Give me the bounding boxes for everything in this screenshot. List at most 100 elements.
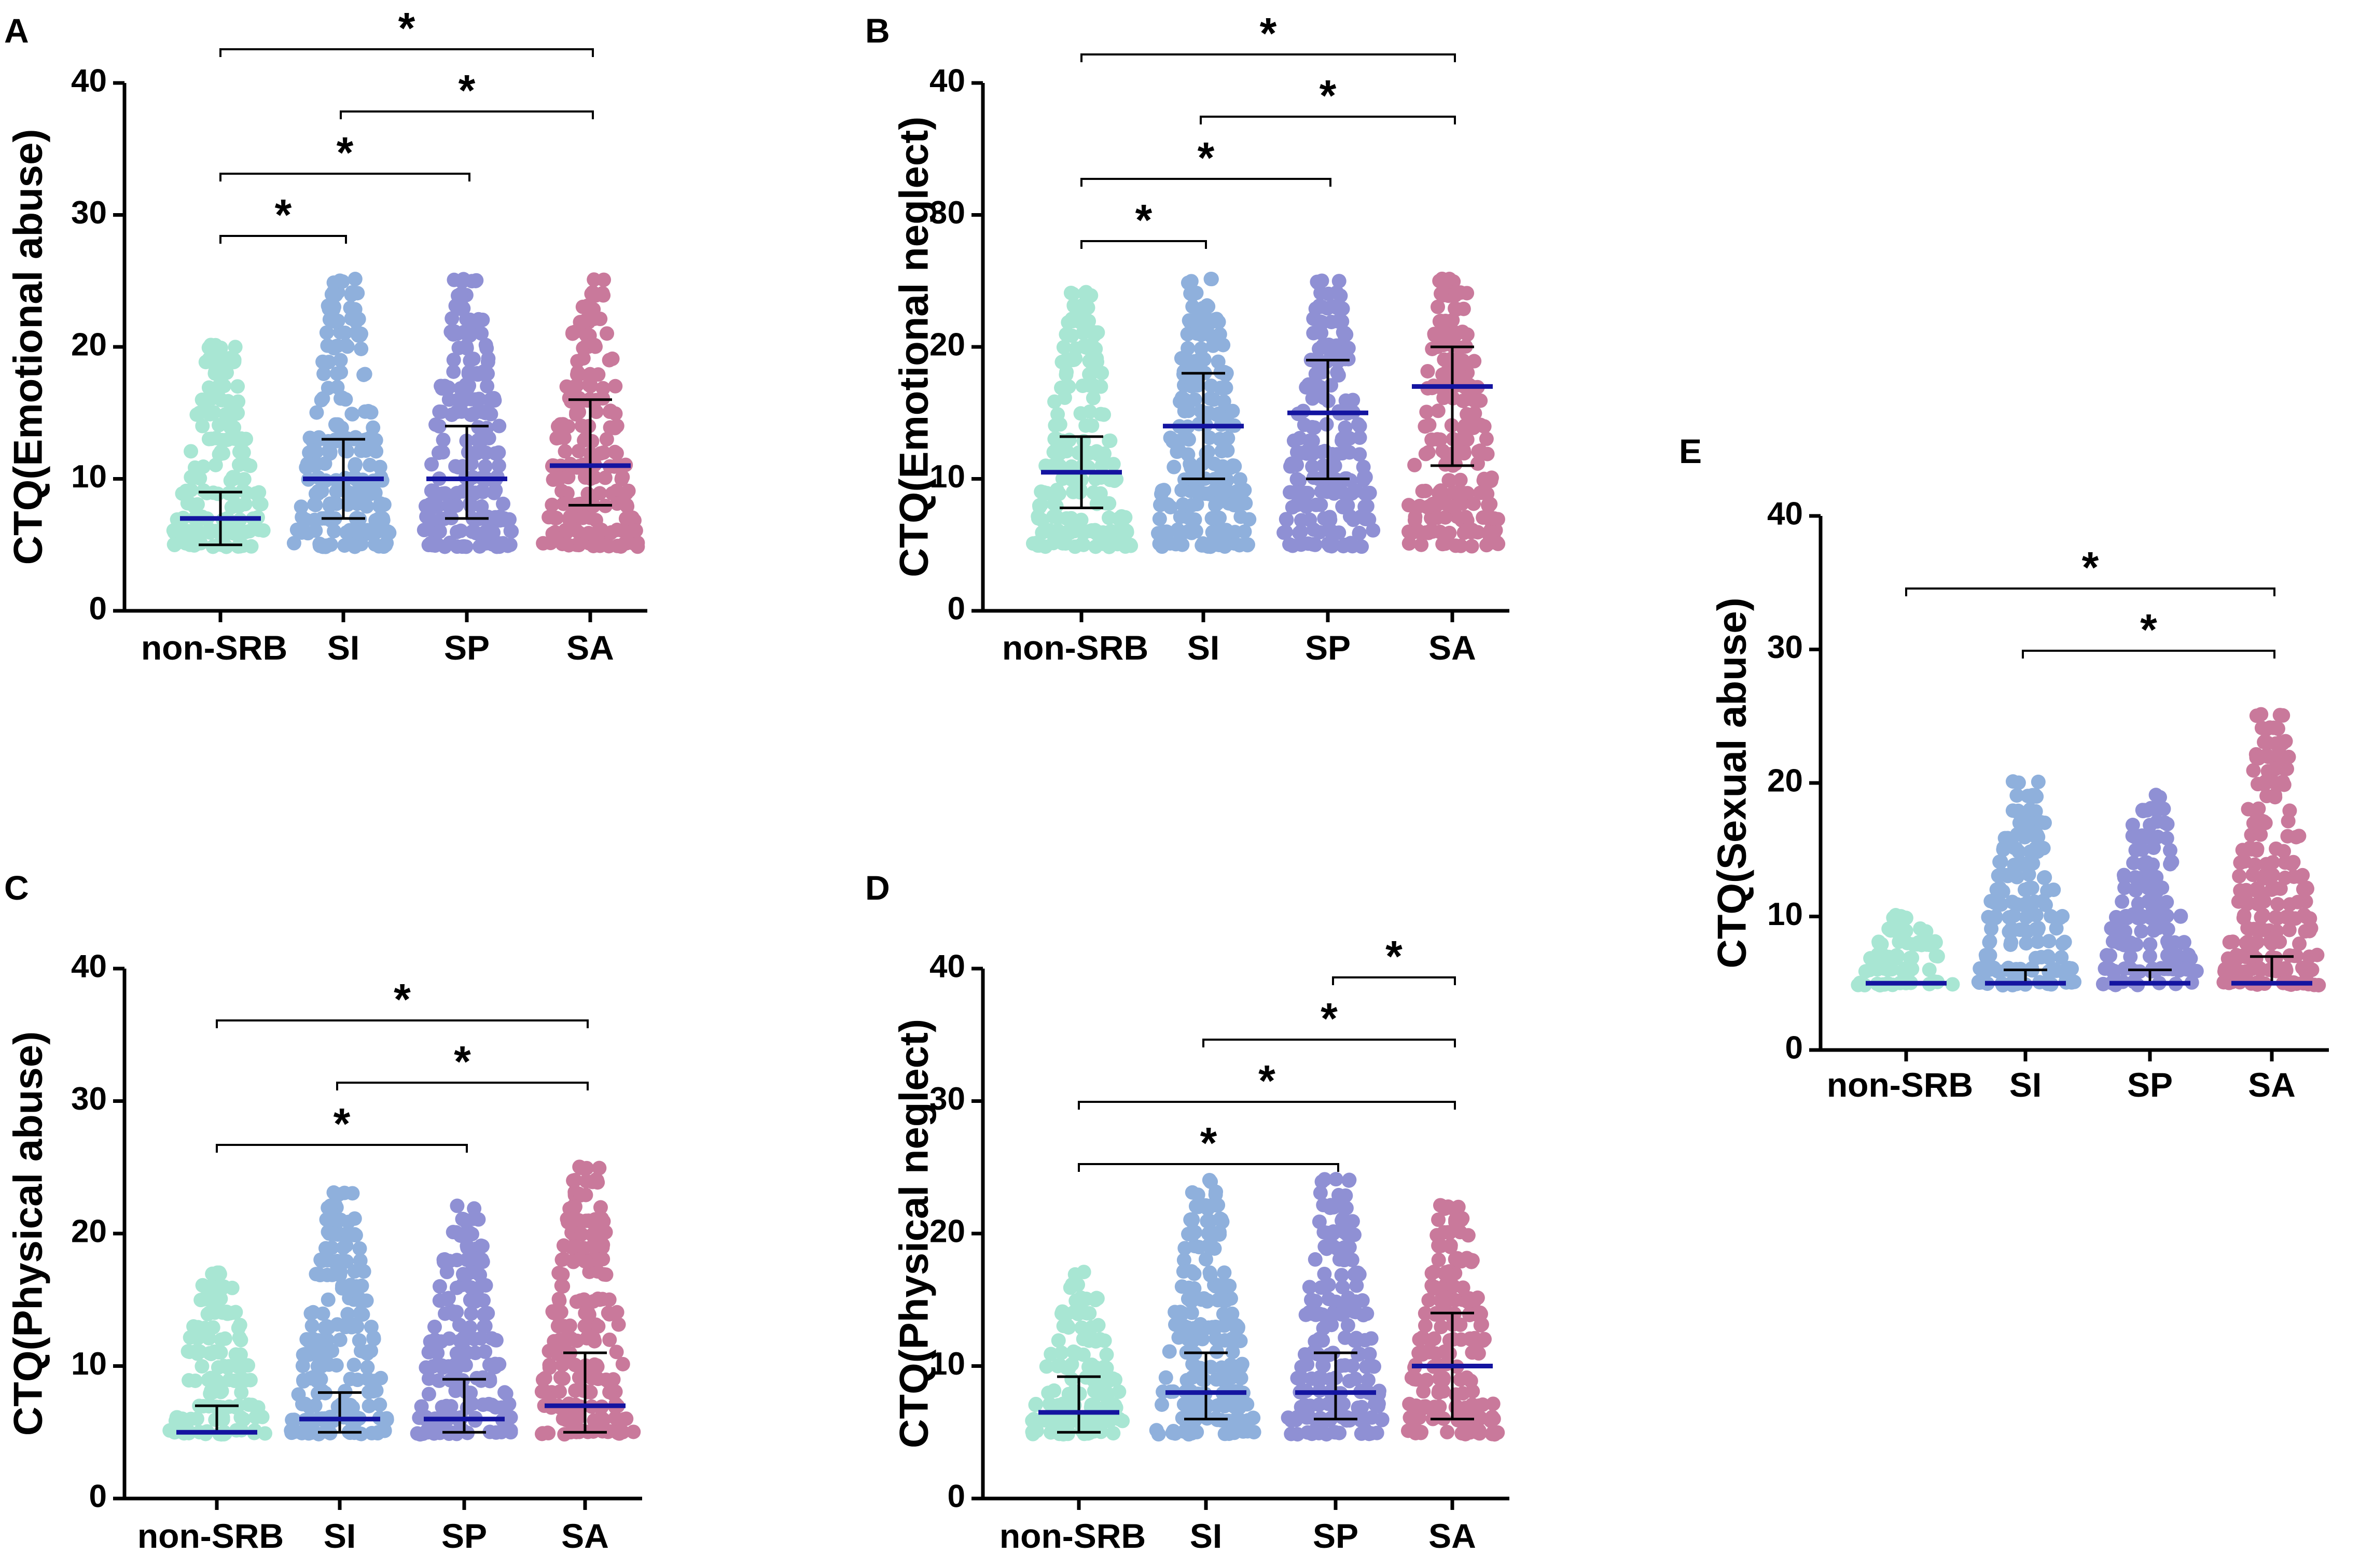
chart-panel-B: B CTQ(Emotional neglect) 0 10 20 30 40 non-SRB S… [865,9,1509,667]
data-point [574,1227,589,1242]
data-point [218,407,233,422]
data-point [1470,456,1486,471]
data-point [1200,1293,1215,1308]
y-tick-label: 20 [929,1213,965,1249]
data-point [1321,286,1336,301]
data-point [1423,1345,1438,1360]
data-point [481,351,496,366]
data-point [1461,391,1476,406]
data-point [475,1254,490,1269]
data-point [1450,1410,1465,1425]
data-point [330,1265,345,1280]
data-point [421,1371,436,1386]
data-point [1284,1426,1299,1441]
data-point [353,1253,368,1268]
y-tick-label: 20 [71,1213,107,1249]
y-tick-label: 20 [929,327,965,362]
data-point [373,496,388,511]
data-point [355,1294,370,1309]
data-point [2288,830,2303,845]
data-point [2143,937,2158,952]
data-point [230,539,245,554]
data-point [314,393,329,408]
data-point [1427,1331,1442,1346]
data-point [1401,498,1417,513]
data-point [1328,1172,1343,1187]
data-point [340,1307,355,1322]
data-point [437,511,452,526]
data-point [1103,472,1118,487]
data-point [552,430,567,445]
data-point [2251,922,2266,937]
data-point [1184,1213,1199,1228]
data-point [584,1360,599,1375]
x-tick-label: SA [566,628,614,667]
data-point [1324,314,1339,329]
data-point [289,522,304,537]
data-point [1076,526,1091,541]
error-bar-SP [442,1378,486,1434]
data-point [2302,949,2317,964]
data-point [605,351,620,366]
data-point [1180,327,1195,342]
data-point [457,539,472,554]
data-point [596,1267,612,1282]
data-point [470,433,485,448]
panel-letter: E [1679,432,1702,470]
data-point [1049,482,1064,497]
data-point [1050,523,1065,538]
significance-bracket: * [1080,133,1331,187]
data-point [1445,338,1460,353]
data-point [1473,443,1488,458]
data-point [1240,1397,1255,1412]
significance-bracket: * [1080,195,1207,249]
data-point [1182,313,1197,328]
data-point [379,1411,394,1426]
data-point [2031,774,2046,789]
data-point [1084,366,1099,381]
data-point [2259,789,2274,804]
data-point [2217,964,2232,979]
data-point [461,1241,476,1256]
data-point [228,340,243,355]
data-point [502,512,517,527]
y-tick-label: 40 [1767,496,1803,531]
data-point [463,1320,478,1335]
chart-panel-D: D CTQ(Physical neglect) 0 10 20 30 40 non-SRB SI… [865,869,1509,1555]
data-point [195,1278,210,1293]
data-point [1335,301,1350,316]
data-point [201,1373,216,1388]
data-point [1407,513,1422,528]
data-point [566,1173,581,1188]
data-point [1051,1333,1066,1348]
data-point [2254,707,2269,722]
data-point [1166,1423,1181,1438]
data-point [1425,496,1440,511]
data-point [355,523,370,538]
data-point [1087,1398,1102,1413]
data-point [324,300,339,315]
data-point [341,1214,356,1229]
data-point [1045,1424,1060,1439]
data-point [1225,1345,1240,1360]
bracket-line [216,1019,589,1028]
data-point [1297,417,1312,432]
data-point [1171,1330,1186,1345]
data-point [474,499,489,514]
data-point [610,538,625,553]
data-point [1207,1241,1222,1256]
data-point [1216,1307,1231,1322]
data-point [1408,1412,1423,1427]
data-point [1302,1280,1317,1295]
data-point [2140,870,2155,885]
data-point [211,341,226,356]
data-point [2247,804,2262,819]
data-point [321,355,336,370]
data-point [2123,949,2138,964]
data-point [2269,841,2284,856]
data-point [2282,922,2297,937]
data-point [1294,1370,1309,1385]
data-point [195,1359,210,1374]
data-point [570,365,585,380]
data-point [2049,921,2064,936]
